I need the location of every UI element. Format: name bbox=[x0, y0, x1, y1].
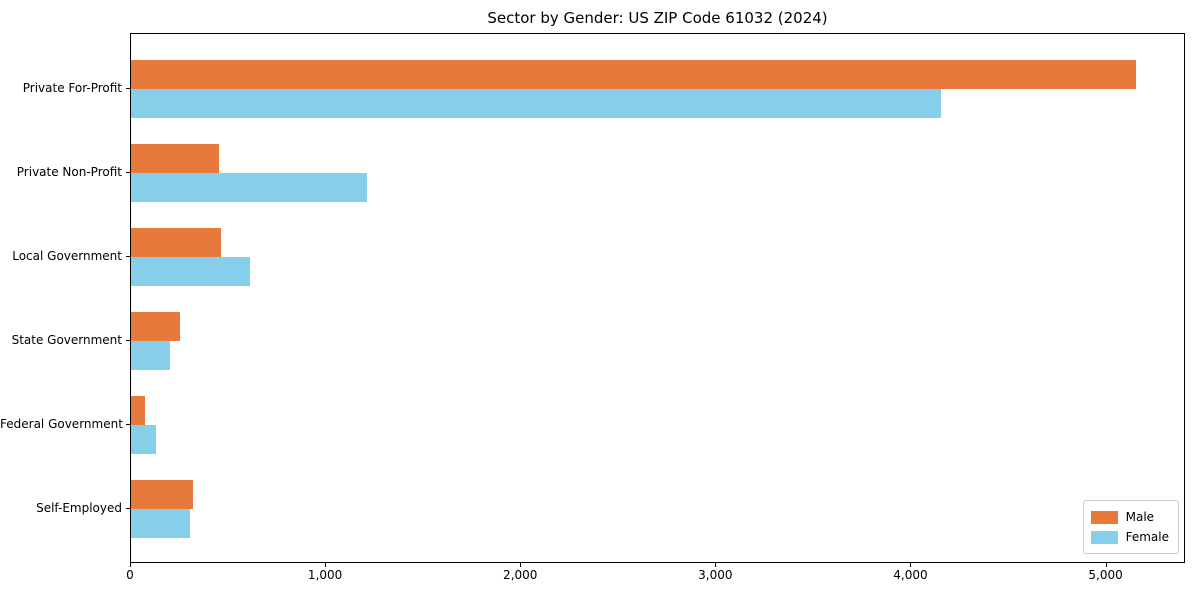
bar-male-5 bbox=[131, 480, 193, 509]
x-tick-mark-5 bbox=[1105, 563, 1107, 567]
bar-female-4 bbox=[131, 425, 156, 454]
x-tick-label-2: 2,000 bbox=[503, 568, 538, 582]
y-tick-mark-4 bbox=[126, 424, 130, 425]
x-tick-mark-1 bbox=[325, 563, 327, 567]
y-tick-label-3: State Government bbox=[11, 333, 122, 347]
bar-female-0 bbox=[131, 89, 941, 118]
bar-male-0 bbox=[131, 60, 1136, 89]
y-tick-mark-1 bbox=[126, 172, 130, 173]
bar-female-1 bbox=[131, 173, 367, 202]
bar-female-5 bbox=[131, 509, 190, 538]
y-tick-label-5: Self-Employed bbox=[36, 501, 122, 515]
y-tick-mark-3 bbox=[126, 340, 130, 341]
y-tick-mark-5 bbox=[126, 508, 130, 509]
x-tick-label-1: 1,000 bbox=[307, 568, 343, 582]
legend-label-female: Female bbox=[1125, 530, 1169, 544]
bar-male-1 bbox=[131, 144, 219, 173]
bar-female-3 bbox=[131, 341, 170, 370]
y-tick-label-2: Local Government bbox=[12, 249, 122, 263]
x-tick-mark-4 bbox=[910, 563, 912, 567]
y-tick-label-0: Private For-Profit bbox=[22, 81, 122, 95]
legend-swatch-female bbox=[1090, 530, 1118, 544]
x-tick-label-4: 4,000 bbox=[893, 568, 928, 582]
y-tick-label-4: Federal Government bbox=[0, 417, 123, 431]
plot-area: Male Female bbox=[130, 33, 1185, 563]
y-tick-mark-2 bbox=[126, 256, 130, 257]
bar-male-3 bbox=[131, 312, 180, 341]
bar-male-4 bbox=[131, 396, 145, 425]
x-tick-mark-3 bbox=[715, 563, 717, 567]
x-tick-mark-0 bbox=[130, 563, 131, 567]
x-tick-mark-2 bbox=[520, 563, 522, 567]
bar-female-2 bbox=[131, 257, 250, 286]
chart-title: Sector by Gender: US ZIP Code 61032 (202… bbox=[487, 9, 828, 27]
y-tick-label-1: Private Non-Profit bbox=[16, 165, 122, 179]
x-tick-label-3: 3,000 bbox=[698, 568, 733, 582]
y-tick-mark-0 bbox=[126, 88, 130, 89]
legend-row-female: Female bbox=[1090, 527, 1169, 547]
x-tick-label-5: 5,000 bbox=[1088, 568, 1123, 582]
legend: Male Female bbox=[1082, 500, 1179, 554]
legend-row-male: Male bbox=[1090, 507, 1169, 527]
bar-male-2 bbox=[131, 228, 221, 257]
legend-label-male: Male bbox=[1125, 510, 1155, 524]
x-tick-label-0: 0 bbox=[126, 568, 134, 582]
legend-swatch-male bbox=[1090, 510, 1118, 524]
